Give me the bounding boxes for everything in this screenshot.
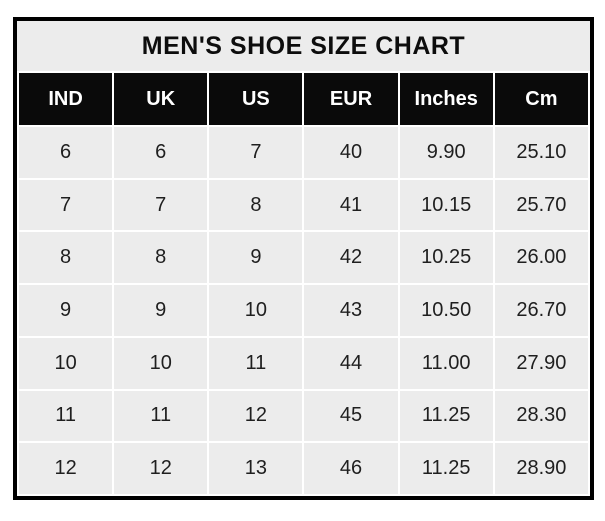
table-cell: 11 <box>16 388 115 444</box>
table-cell: 11.00 <box>397 335 495 391</box>
table-cell: 7 <box>16 177 115 233</box>
table-cell: 9 <box>16 283 115 338</box>
table-row: 10 10 11 44 11.00 27.90 <box>16 335 591 391</box>
table-cell: 10.25 <box>397 230 495 286</box>
table-cell: 8 <box>16 230 115 286</box>
table-cell: 13 <box>207 441 305 496</box>
table-cell: 26.70 <box>492 283 591 338</box>
shoe-size-chart: MEN'S SHOE SIZE CHART IND UK US EUR Inches Cm… <box>13 17 594 500</box>
table-cell: 11 <box>207 335 305 391</box>
table-row: 9 9 10 43 10.50 26.70 <box>16 283 591 338</box>
table-row: 8 8 9 42 10.25 26.00 <box>16 230 591 286</box>
table-cell: 10 <box>16 335 115 391</box>
table-cell: 25.10 <box>492 125 591 180</box>
table-cell: 9 <box>207 230 305 286</box>
column-header-uk: UK <box>112 71 210 127</box>
table-cell: 6 <box>112 125 210 180</box>
table-cell: 11 <box>112 388 210 444</box>
table-cell: 26.00 <box>492 230 591 286</box>
table-cell: 7 <box>112 177 210 233</box>
chart-title: MEN'S SHOE SIZE CHART <box>17 21 590 71</box>
table-cell: 12 <box>207 388 305 444</box>
table-cell: 11.25 <box>397 441 495 496</box>
table-row: 7 7 8 41 10.15 25.70 <box>16 177 591 233</box>
table-cell: 7 <box>207 125 305 180</box>
table-cell: 10 <box>112 335 210 391</box>
table-cell: 10.50 <box>397 283 495 338</box>
table-row: 6 6 7 40 9.90 25.10 <box>16 125 591 180</box>
column-header-inches: Inches <box>397 71 495 127</box>
table-cell: 11.25 <box>397 388 495 444</box>
table-cell: 27.90 <box>492 335 591 391</box>
column-header-ind: IND <box>16 71 115 127</box>
table-row: 12 12 13 46 11.25 28.90 <box>16 441 591 496</box>
table-cell: 41 <box>302 177 400 233</box>
table-cell: 10 <box>207 283 305 338</box>
table-cell: 45 <box>302 388 400 444</box>
table-cell: 8 <box>112 230 210 286</box>
table-cell: 46 <box>302 441 400 496</box>
table-cell: 10.15 <box>397 177 495 233</box>
table-cell: 9.90 <box>397 125 495 180</box>
table-cell: 6 <box>16 125 115 180</box>
table-cell: 43 <box>302 283 400 338</box>
table-row: 11 11 12 45 11.25 28.30 <box>16 388 591 444</box>
table-cell: 28.90 <box>492 441 591 496</box>
column-header-eur: EUR <box>302 71 400 127</box>
table-cell: 40 <box>302 125 400 180</box>
table-cell: 9 <box>112 283 210 338</box>
table-cell: 42 <box>302 230 400 286</box>
column-header-cm: Cm <box>492 71 591 127</box>
header-row: IND UK US EUR Inches Cm <box>16 71 591 127</box>
table-cell: 12 <box>16 441 115 496</box>
table-cell: 25.70 <box>492 177 591 233</box>
column-header-us: US <box>207 71 305 127</box>
table-cell: 44 <box>302 335 400 391</box>
table-cell: 8 <box>207 177 305 233</box>
table-cell: 28.30 <box>492 388 591 444</box>
table-cell: 12 <box>112 441 210 496</box>
size-table: IND UK US EUR Inches Cm 6 6 7 40 9.90 25.10 7 7 8 41 10… <box>16 71 591 496</box>
